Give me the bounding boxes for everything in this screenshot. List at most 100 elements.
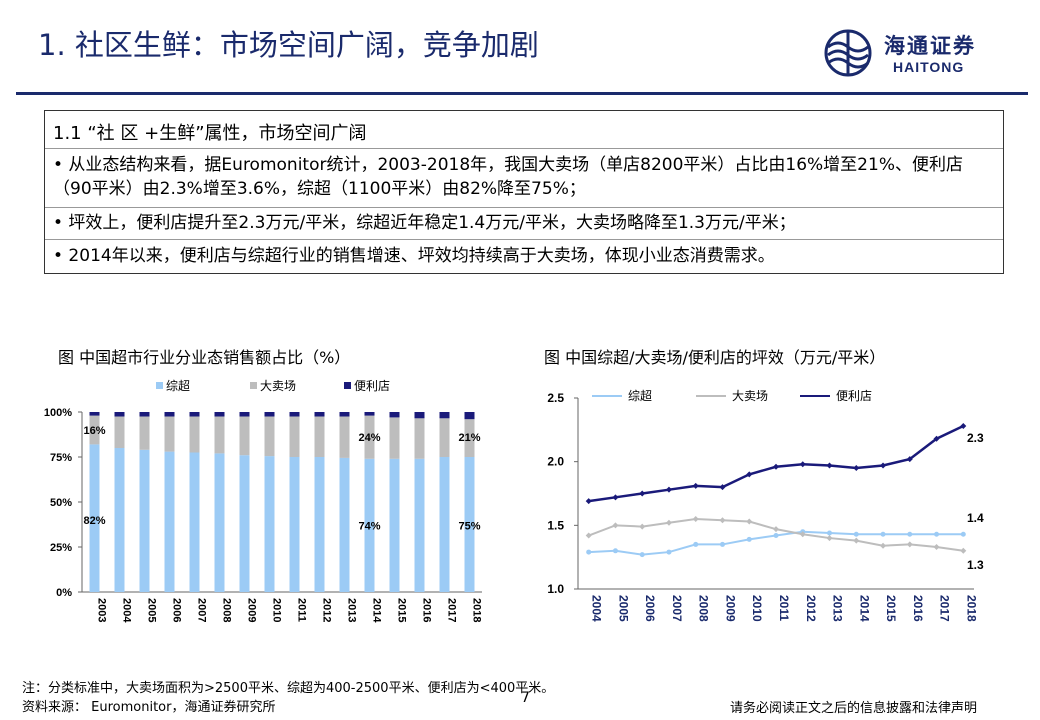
- page-number: 7: [521, 690, 530, 706]
- x-tick-label: 2006: [643, 595, 657, 622]
- x-tick-label: 2018: [964, 595, 978, 622]
- legend-label: 综超: [166, 378, 190, 393]
- data-point: [906, 541, 913, 548]
- bar-segment: [389, 458, 400, 592]
- summary-divider: [45, 239, 1003, 240]
- data-point: [639, 523, 646, 530]
- bar-segment: [314, 457, 325, 592]
- data-point: [692, 515, 699, 522]
- data-point: [692, 482, 699, 489]
- y-tick-label: 1.0: [547, 582, 564, 596]
- legend-swatch: [250, 382, 257, 389]
- data-label: 2.3: [967, 431, 984, 445]
- summary-box: 1.1 “社 区 +生鲜”属性，市场空间广阔 • 从业态结构来看，据Euromo…: [44, 110, 1004, 274]
- data-point: [907, 531, 913, 537]
- y-tick-label: 2.0: [547, 455, 564, 469]
- x-tick-label: 2006: [171, 598, 183, 622]
- haitong-logo: 海通证券 HAITONG: [820, 28, 1020, 78]
- bar-segment: [264, 456, 275, 592]
- data-point: [960, 547, 967, 554]
- title-rule: [16, 92, 1028, 95]
- data-point: [906, 456, 913, 463]
- bar-segment: [89, 412, 100, 416]
- legend-swatch: [156, 382, 163, 389]
- data-point: [773, 526, 779, 533]
- summary-divider: [45, 148, 1003, 149]
- bar-segment: [364, 412, 375, 416]
- summary-bullet: • 2014年以来，便利店与综超行业的销售增速、坪效均持续高于大卖场，体现小业态…: [53, 246, 775, 266]
- bar-segment: [139, 412, 150, 417]
- bar-segment: [164, 416, 175, 452]
- data-point: [880, 462, 887, 469]
- data-label: 1.3: [967, 558, 984, 572]
- bar-segment: [289, 412, 300, 417]
- x-tick-label: 2009: [723, 595, 737, 622]
- data-point: [773, 463, 779, 470]
- bar-segment: [164, 412, 175, 417]
- x-tick-label: 2018: [471, 598, 483, 622]
- data-point: [612, 494, 619, 501]
- x-tick-label: 2014: [857, 595, 871, 622]
- data-point: [746, 471, 753, 478]
- x-tick-label: 2016: [421, 598, 433, 622]
- x-tick-label: 2007: [670, 595, 684, 622]
- bar-segment: [339, 457, 350, 592]
- data-point: [826, 462, 833, 469]
- x-tick-label: 2012: [321, 598, 333, 622]
- x-tick-label: 2014: [371, 598, 383, 623]
- bar-segment: [164, 451, 175, 592]
- bar-segment: [114, 416, 125, 448]
- y-tick-label: 50%: [50, 497, 72, 509]
- logo-cn-text: 海通证券: [884, 33, 976, 58]
- data-point: [719, 484, 726, 491]
- bar-segment: [439, 418, 450, 457]
- data-point: [719, 541, 725, 547]
- y-tick-label: 75%: [50, 452, 72, 464]
- data-point: [826, 535, 833, 542]
- disclaimer: 请务必阅读正文之后的信息披露和法律声明: [730, 701, 978, 716]
- x-tick-label: 2015: [884, 595, 898, 622]
- series-line: [588, 424, 964, 503]
- data-label: 24%: [358, 432, 380, 444]
- data-point: [799, 461, 806, 468]
- data-label: 21%: [458, 432, 480, 444]
- data-point: [933, 543, 940, 550]
- data-point: [853, 537, 860, 544]
- bar-segment: [89, 415, 100, 445]
- logo-en-text: HAITONG: [893, 59, 965, 75]
- bar-segment: [139, 416, 150, 450]
- legend-swatch: [344, 382, 351, 389]
- x-tick-label: 2005: [616, 595, 630, 622]
- x-tick-label: 2015: [396, 598, 408, 622]
- data-point: [773, 533, 779, 539]
- bar-segment: [314, 416, 325, 457]
- x-tick-label: 2012: [804, 595, 818, 622]
- data-point: [612, 522, 619, 529]
- bar-segment: [364, 458, 375, 592]
- data-point: [853, 531, 859, 537]
- bar-segment: [214, 453, 225, 592]
- data-label: 16%: [83, 425, 105, 437]
- bar-segment: [239, 455, 250, 592]
- x-tick-label: 2010: [271, 598, 283, 622]
- data-point: [960, 531, 966, 537]
- bar-segment: [389, 412, 400, 418]
- data-point: [934, 531, 940, 537]
- bar-segment: [389, 417, 400, 459]
- bar-segment: [189, 452, 200, 592]
- data-point: [960, 423, 967, 430]
- legend-label: 便利店: [354, 379, 390, 393]
- x-tick-label: 2013: [346, 598, 358, 622]
- bar-segment: [339, 416, 350, 458]
- x-tick-label: 2007: [196, 598, 208, 622]
- bar-segment: [239, 416, 250, 456]
- source-note: 资料来源： Euromonitor，海通证券研究所: [22, 700, 276, 715]
- bar-segment: [214, 416, 225, 454]
- bar-segment: [414, 418, 425, 459]
- bar-segment: [464, 457, 475, 592]
- x-tick-label: 2013: [831, 595, 845, 622]
- bar-segment: [114, 412, 125, 417]
- x-tick-label: 2011: [777, 595, 791, 621]
- y-tick-label: 0%: [56, 587, 72, 599]
- bar-segment: [289, 457, 300, 592]
